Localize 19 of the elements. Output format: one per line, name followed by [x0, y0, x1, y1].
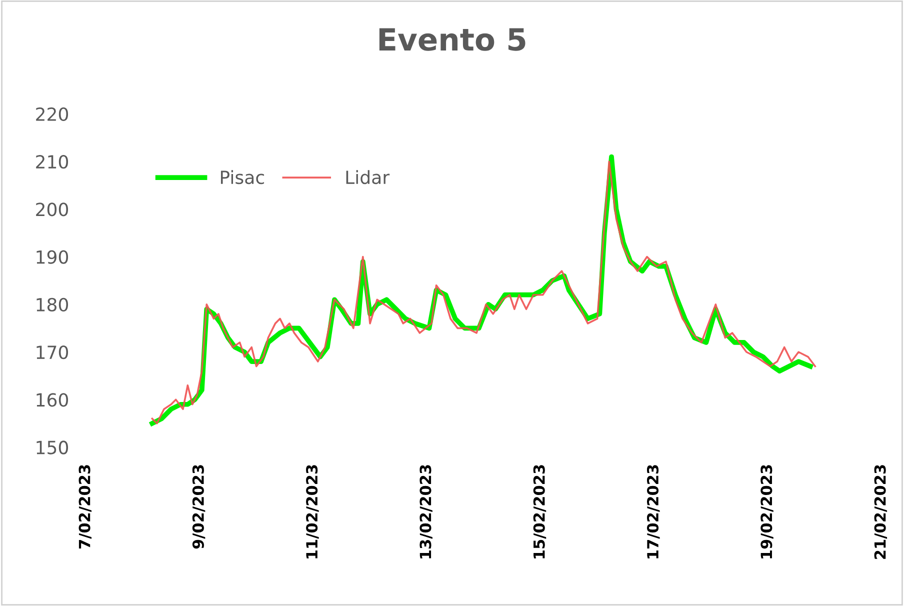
x-tick-label: 11/02/2023	[306, 465, 319, 558]
y-tick-label: 200	[36, 202, 68, 216]
y-tick-label: 170	[36, 345, 68, 360]
y-tick-label: 210	[36, 155, 68, 169]
legend-label: Pisac	[220, 170, 264, 184]
x-tick-label: 21/02/2023	[874, 465, 888, 559]
chart-title: Evento 5	[379, 28, 526, 51]
y-tick-label: 190	[36, 250, 68, 264]
y-tick-label: 160	[36, 393, 68, 407]
legend-label: Lidar	[346, 170, 390, 184]
y-tick-label: 180	[36, 298, 68, 312]
x-tick-label: 7/02/2023	[78, 465, 92, 548]
x-tick-label: 17/02/2023	[646, 465, 660, 558]
x-tick-label: 9/02/2023	[192, 465, 206, 549]
y-tick-label: 150	[36, 440, 68, 454]
x-tick-label: 15/02/2023	[533, 465, 546, 558]
y-tick-label: 220	[36, 107, 68, 122]
x-tick-label: 13/02/2023	[420, 465, 432, 558]
x-tick-label: 19/02/2023	[760, 465, 774, 558]
